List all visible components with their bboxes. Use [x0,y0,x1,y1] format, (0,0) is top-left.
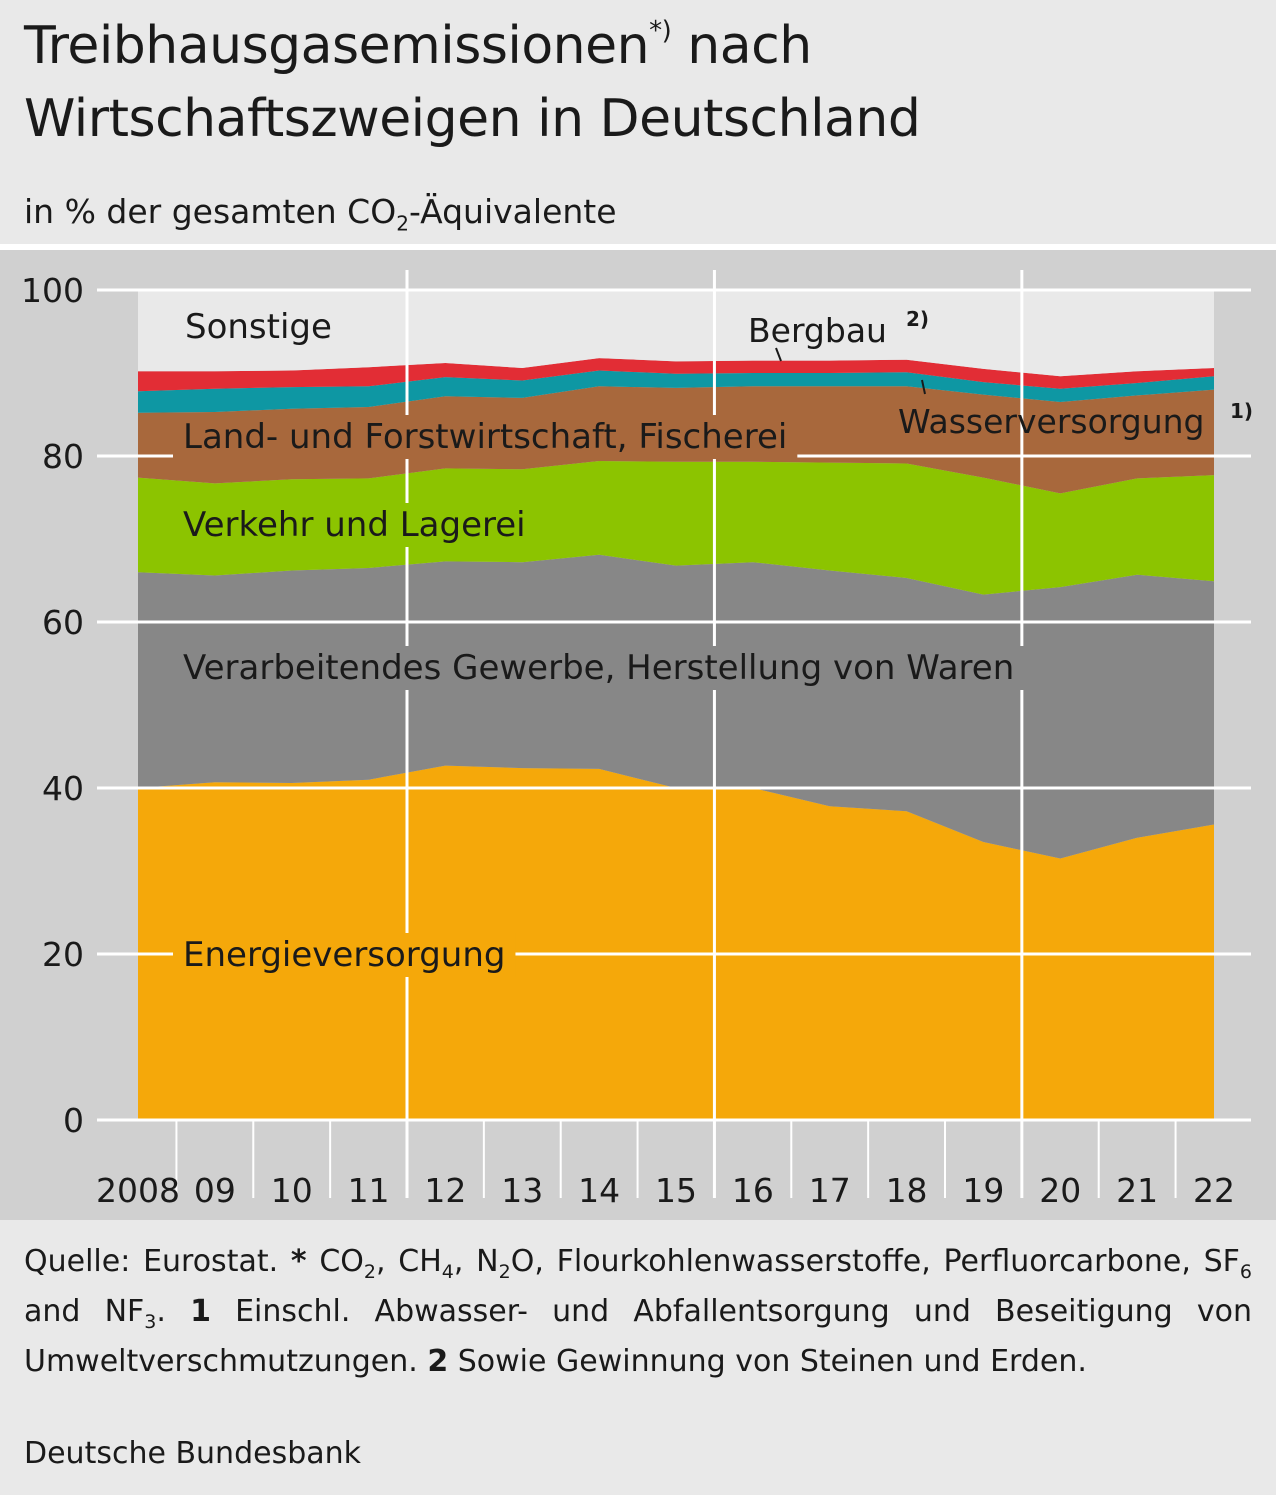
source-label: Quelle: Eurostat. [24,1244,291,1279]
note-sub: 6 [1239,1261,1253,1283]
note-text: CO [306,1244,364,1279]
footnote-star: * [290,1244,307,1279]
note-sub: 2 [498,1261,511,1283]
label-gewerbe: Verarbeitendes Gewerbe, Herstellung von … [183,648,1014,688]
note-text: , N [453,1244,499,1279]
bergbau-leader-line [775,347,782,362]
footnotes: Quelle: Eurostat. * CO2, CH4, N2O, Flour… [24,1242,1252,1382]
stacked-area-chart: 0 20 40 60 80 100 2008 09 10 11 12 13 14 15 16 17 18 19 20… [21,270,1253,1210]
x-tick-label: 14 [578,1171,620,1210]
label-wasserversorgung: Wasserversorgung [898,402,1205,441]
x-tick-label: 21 [1116,1171,1158,1210]
subtitle-text-end: -Äquivalente [408,192,617,231]
y-tick-label: 60 [42,603,84,642]
title-footnote-mark: *) [649,16,672,46]
label-land-forstwirtschaft: Land- und Forstwirtschaft, Fischerei [183,417,787,457]
label-verkehr-background [173,503,536,547]
subtitle-subscript: 2 [396,211,409,236]
note-text: , CH [376,1244,442,1279]
chart-panel: 0 20 40 60 80 100 2008 09 10 11 12 13 14 15 16 17 18 19 20… [0,250,1276,1220]
label-gewerbe-background [173,646,1025,690]
note-text: Einschl. Abwasser- und Abfallentsorgung … [24,1294,1252,1379]
publisher: Deutsche Bundesbank [24,1436,362,1471]
header-divider [0,244,1276,250]
area-series-4 [138,370,1214,413]
x-tick-label: 12 [424,1171,466,1210]
y-tick-label: 20 [42,935,84,974]
label-bergbau-footnote: 2) [906,307,929,331]
wasser-leader-line [921,379,926,395]
x-tick-label: 22 [1193,1171,1235,1210]
x-tick-label: 2008 [96,1171,180,1210]
x-tick-label: 19 [962,1171,1004,1210]
chart-subtitle: in % der gesamten CO2-Äquivalente [24,192,617,244]
x-tick-label: 18 [886,1171,928,1210]
chart-title: Treibhausgasemissionen*) nach Wirtschaft… [24,14,921,151]
note-text: and NF [24,1294,145,1329]
note-sub: 2 [363,1261,376,1283]
label-energie: Energieversorgung [183,935,505,975]
label-sonstige: Sonstige [185,307,332,347]
x-tick-label: 10 [271,1171,313,1210]
x-tick-label: 13 [501,1171,543,1210]
note-text: . [156,1294,191,1329]
label-bergbau: Bergbau [748,311,887,350]
label-land-forstwirtschaft-background [173,415,798,459]
x-tick-label: 17 [809,1171,851,1210]
x-tick-label: 16 [732,1171,774,1210]
x-tick-label: 09 [194,1171,236,1210]
y-tick-label: 100 [21,271,84,310]
subtitle-text: in % der gesamten CO [24,192,397,231]
x-tick-label: 11 [348,1171,390,1210]
x-tick-label: 20 [1039,1171,1081,1210]
chart-header: Treibhausgasemissionen*) nach Wirtschaft… [0,0,1276,244]
title-line1: Treibhausgasemissionen [24,16,650,76]
note-sub: 4 [441,1261,454,1283]
chart-footer: Quelle: Eurostat. * CO2, CH4, N2O, Flour… [0,1222,1276,1495]
footnote-number-1: 1 [190,1294,211,1329]
title-line1-end: nach [671,16,812,76]
y-tick-label: 0 [63,1101,84,1140]
note-text: Sowie Gewinnung von Steinen und Erden. [448,1344,1087,1379]
footnote-number-2: 2 [427,1344,449,1379]
label-energie-background [173,933,516,977]
note-text: O, Flourkohlenwasserstoffe, Perfluorcarb… [510,1244,1240,1279]
label-verkehr: Verkehr und Lagerei [183,505,526,545]
y-tick-label: 80 [42,437,84,476]
note-sub: 3 [144,1311,157,1333]
title-line2: Wirtschaftszweigen in Deutschland [24,89,921,149]
x-tick-label: 15 [655,1171,697,1210]
label-wasserversorgung-footnote: 1) [1230,399,1253,423]
y-tick-label: 40 [42,769,84,808]
